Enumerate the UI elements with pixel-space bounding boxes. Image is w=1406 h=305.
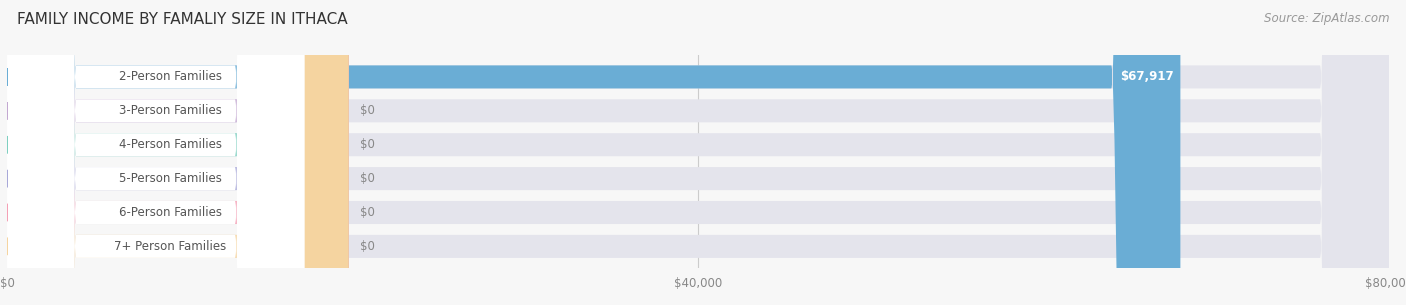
FancyBboxPatch shape (7, 0, 349, 305)
FancyBboxPatch shape (7, 0, 349, 305)
FancyBboxPatch shape (7, 0, 304, 305)
Text: $0: $0 (360, 172, 374, 185)
FancyBboxPatch shape (7, 0, 1389, 305)
Text: $0: $0 (360, 240, 374, 253)
Text: $0: $0 (360, 206, 374, 219)
Text: 2-Person Families: 2-Person Families (120, 70, 222, 84)
FancyBboxPatch shape (7, 0, 304, 305)
FancyBboxPatch shape (7, 0, 1389, 305)
Text: $67,917: $67,917 (1119, 70, 1174, 84)
Text: FAMILY INCOME BY FAMALIY SIZE IN ITHACA: FAMILY INCOME BY FAMALIY SIZE IN ITHACA (17, 12, 347, 27)
FancyBboxPatch shape (7, 0, 349, 305)
Text: 3-Person Families: 3-Person Families (120, 104, 222, 117)
Text: 7+ Person Families: 7+ Person Families (114, 240, 226, 253)
Text: 4-Person Families: 4-Person Families (120, 138, 222, 151)
Text: $0: $0 (360, 104, 374, 117)
FancyBboxPatch shape (7, 0, 304, 305)
FancyBboxPatch shape (7, 0, 1181, 305)
FancyBboxPatch shape (7, 0, 1389, 305)
FancyBboxPatch shape (7, 0, 304, 305)
Text: 5-Person Families: 5-Person Families (120, 172, 222, 185)
FancyBboxPatch shape (7, 0, 304, 305)
FancyBboxPatch shape (7, 0, 1389, 305)
FancyBboxPatch shape (7, 0, 1389, 305)
Text: Source: ZipAtlas.com: Source: ZipAtlas.com (1264, 12, 1389, 25)
Text: 6-Person Families: 6-Person Families (120, 206, 222, 219)
FancyBboxPatch shape (7, 0, 1389, 305)
FancyBboxPatch shape (7, 0, 349, 305)
Text: $0: $0 (360, 138, 374, 151)
FancyBboxPatch shape (7, 0, 304, 305)
FancyBboxPatch shape (7, 0, 349, 305)
